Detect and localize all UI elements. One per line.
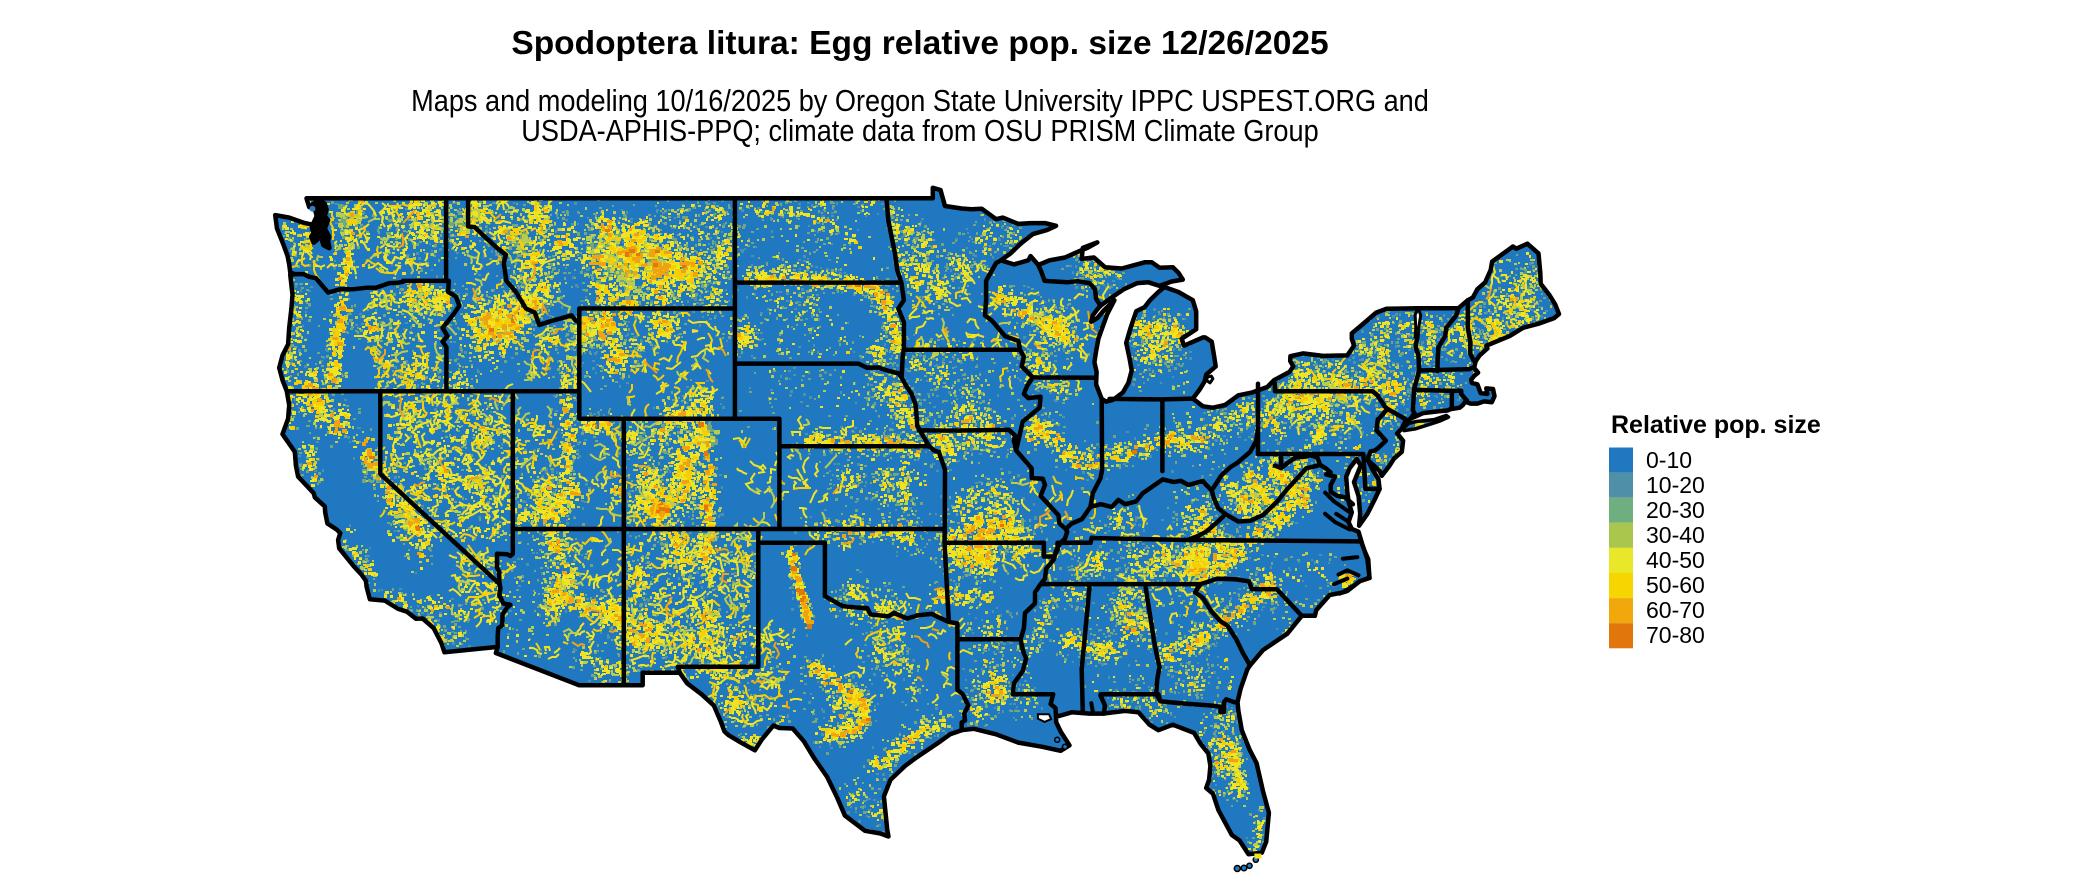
svg-text:0-10: 0-10 bbox=[1646, 447, 1692, 473]
svg-text:40-50: 40-50 bbox=[1646, 547, 1705, 573]
svg-text:Relative pop. size: Relative pop. size bbox=[1611, 411, 1821, 439]
svg-text:30-40: 30-40 bbox=[1646, 522, 1705, 548]
svg-text:60-70: 60-70 bbox=[1646, 597, 1705, 623]
svg-text:70-80: 70-80 bbox=[1646, 622, 1705, 648]
svg-text:10-20: 10-20 bbox=[1646, 472, 1705, 498]
svg-text:50-60: 50-60 bbox=[1646, 572, 1705, 598]
svg-text:20-30: 20-30 bbox=[1646, 497, 1705, 523]
